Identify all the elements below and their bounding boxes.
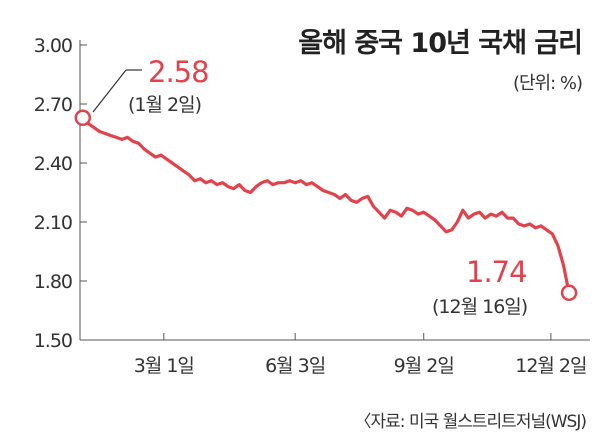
x-tick-label: 3월 1일 [134,355,194,377]
y-tick-label: 2.70 [34,94,72,116]
start-point-marker [74,109,92,127]
start-date-label: (1월 2일) [128,94,201,116]
end-point-marker [560,284,578,302]
y-tick-label: 2.40 [34,153,72,175]
x-tick-label: 9월 2일 [394,355,454,377]
end-value-label: 1.74 [466,255,527,289]
chart-title: 올해 중국 10년 국채 금리 [298,28,582,59]
x-axis: 3월 1일 6월 3일 9월 2일 12월 2일 [134,333,588,377]
x-tick-label: 12월 2일 [515,355,586,377]
y-tick-label: 3.00 [34,35,72,57]
y-axis: 3.00 2.70 2.40 2.10 1.80 1.50 [34,35,87,352]
source-label: 〈자료: 미국 월스트리트저널(WSJ) [355,412,587,432]
end-date-label: (12월 16일) [432,296,527,318]
y-tick-label: 1.50 [34,330,72,352]
unit-label: (단위: %) [513,73,582,94]
start-value-label: 2.58 [148,55,209,89]
x-tick-label: 6월 3일 [265,355,325,377]
start-leader-line [92,69,127,113]
y-tick-label: 2.10 [34,212,72,234]
series-line [81,116,571,294]
y-tick-label: 1.80 [34,271,72,293]
